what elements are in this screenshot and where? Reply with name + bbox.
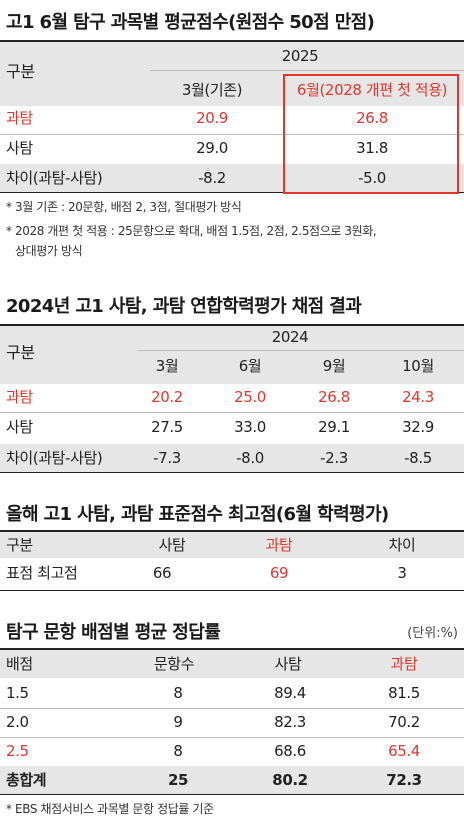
section2-row-divider bbox=[0, 412, 464, 413]
section3-science-value: 69 bbox=[269, 564, 289, 582]
section2-social-6: 33.0 bbox=[234, 418, 266, 436]
section4-row3-social: 68.6 bbox=[274, 742, 306, 760]
section4-title: 탐구 문항 배점별 평균 정답률 bbox=[6, 622, 221, 643]
section1-science-march: 20.9 bbox=[196, 109, 228, 127]
section4-row1-score: 1.5 bbox=[6, 684, 29, 702]
section2-diff-9: -2.3 bbox=[320, 449, 348, 467]
section4-bottom-rule bbox=[0, 794, 464, 795]
section2-row-label-social: 사탐 bbox=[6, 418, 33, 436]
section2-header-band bbox=[0, 326, 464, 384]
section2-diff-3: -7.3 bbox=[153, 449, 181, 467]
section2-month-3: 3월 bbox=[155, 357, 179, 375]
section2-social-9: 29.1 bbox=[318, 418, 350, 436]
section4-note: * EBS 채점서비스 과목별 문항 정답률 기준 bbox=[6, 802, 214, 816]
section4-row2-count: 9 bbox=[173, 713, 183, 731]
section4-top-rule bbox=[0, 648, 464, 650]
section2-science-6: 25.0 bbox=[234, 388, 266, 406]
section2-row-label-diff: 차이(과탐-사탐) bbox=[6, 449, 103, 467]
section1-year-divider bbox=[150, 70, 464, 71]
section4-header-social: 사탐 bbox=[274, 655, 302, 673]
section1-note2: * 2028 개편 첫 적용 : 25문항으로 확대, 배점 1.5점, 2점,… bbox=[6, 224, 377, 238]
section4-unit: (단위:%) bbox=[407, 626, 458, 641]
section4-header-band bbox=[0, 650, 464, 678]
section3-social-value: 66 bbox=[152, 564, 172, 582]
section2-bottom-rule bbox=[0, 472, 464, 473]
section1-row-label-social: 사탐 bbox=[6, 139, 33, 157]
section4-row2-social: 82.3 bbox=[274, 713, 306, 731]
section3-diff-value: 3 bbox=[397, 564, 407, 582]
section1-science-june: 26.8 bbox=[356, 109, 388, 127]
section1-header-label: 구분 bbox=[6, 62, 35, 81]
section1-year: 2025 bbox=[281, 47, 319, 65]
section4-row1-count: 8 bbox=[173, 684, 183, 702]
section2-social-3: 27.5 bbox=[151, 418, 183, 436]
section1-col-march: 3월(기존) bbox=[181, 81, 243, 99]
section2-title: 2024년 고1 사탐, 과탐 연합학력평가 채점 결과 bbox=[6, 296, 362, 317]
section4-row1-science: 81.5 bbox=[388, 684, 420, 702]
section1-row-divider bbox=[0, 134, 464, 135]
section2-row-label-science: 과탐 bbox=[6, 388, 33, 406]
section4-row3-count: 8 bbox=[173, 742, 183, 760]
section4-total-count: 25 bbox=[167, 771, 189, 789]
section2-month-9: 9월 bbox=[322, 357, 346, 375]
section1-diff-band bbox=[0, 164, 464, 192]
section3-header-social: 사탐 bbox=[158, 536, 186, 554]
section1-note2-cont: 상대평가 방식 bbox=[15, 244, 83, 258]
section1-note1: * 3월 기존 : 20문항, 배점 2, 3점, 절대평가 방식 bbox=[6, 200, 242, 214]
section3-title: 올해 고1 사탐, 과탐 표준점수 최고점(6월 학력평가) bbox=[6, 504, 389, 525]
section3-header-science: 과탐 bbox=[265, 536, 293, 554]
section2-social-10: 32.9 bbox=[402, 418, 434, 436]
section1-row-label-science: 과탐 bbox=[6, 109, 33, 127]
section2-science-10: 24.3 bbox=[402, 388, 434, 406]
section1-social-june: 31.8 bbox=[356, 139, 388, 157]
section4-divider-1 bbox=[0, 708, 464, 709]
section2-diff-6: -8.0 bbox=[236, 449, 264, 467]
section2-science-9: 26.8 bbox=[318, 388, 350, 406]
section4-total-band bbox=[0, 766, 464, 794]
section3-header-label: 구분 bbox=[6, 536, 33, 554]
section1-diff-june: -5.0 bbox=[358, 169, 386, 187]
section1-title: 고1 6월 탐구 과목별 평균점수(원점수 50점 만점) bbox=[6, 12, 375, 33]
section3-row-label: 표점 최고점 bbox=[6, 564, 78, 582]
section4-total-science: 72.3 bbox=[386, 771, 422, 789]
section2-top-rule bbox=[0, 324, 464, 326]
section3-header-diff: 차이 bbox=[388, 536, 416, 554]
section3-bottom-rule bbox=[0, 590, 464, 591]
section1-social-march: 29.0 bbox=[196, 139, 228, 157]
section4-header-count: 문항수 bbox=[153, 655, 195, 673]
section2-diff-10: -8.5 bbox=[404, 449, 432, 467]
section2-month-6: 6월 bbox=[238, 357, 262, 375]
section4-header-science: 과탐 bbox=[390, 655, 418, 673]
section3-header-band bbox=[0, 532, 464, 558]
section4-divider-2 bbox=[0, 737, 464, 738]
section4-total-label: 총합계 bbox=[6, 771, 47, 789]
section1-row-label-diff: 차이(과탐-사탐) bbox=[6, 169, 103, 187]
section1-top-rule bbox=[0, 40, 464, 42]
section2-science-3: 20.2 bbox=[151, 388, 183, 406]
section4-row2-score: 2.0 bbox=[6, 713, 29, 731]
section4-row1-social: 89.4 bbox=[274, 684, 306, 702]
section4-row2-science: 70.2 bbox=[388, 713, 420, 731]
june-highlight-box bbox=[283, 74, 459, 194]
section4-header-score: 배점 bbox=[6, 655, 33, 673]
section2-year: 2024 bbox=[271, 328, 309, 346]
section4-row3-score: 2.5 bbox=[6, 742, 29, 760]
section2-month-10: 10월 bbox=[402, 357, 434, 375]
section2-diff-band bbox=[0, 444, 464, 472]
section1-diff-march: -8.2 bbox=[198, 169, 226, 187]
section1-bottom-rule bbox=[0, 192, 464, 193]
section4-row3-science: 65.4 bbox=[388, 742, 420, 760]
section3-top-rule bbox=[0, 530, 464, 532]
section2-header-label: 구분 bbox=[6, 343, 35, 362]
section1-col-june: 6월(2028 개편 첫 적용) bbox=[296, 81, 448, 99]
section4-total-social: 80.2 bbox=[272, 771, 308, 789]
section2-year-divider bbox=[138, 350, 464, 351]
